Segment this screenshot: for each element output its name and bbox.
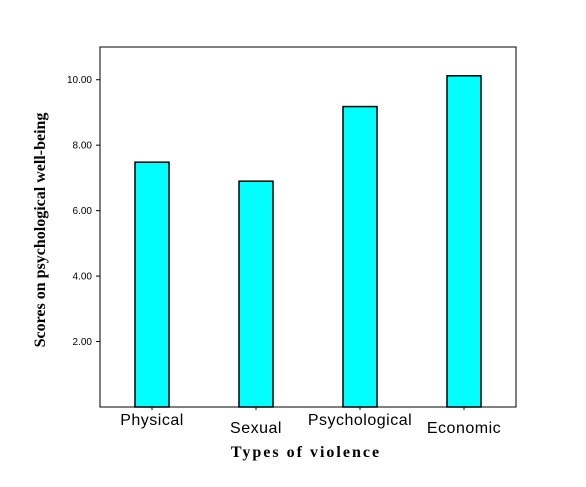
bars-group: [134, 75, 482, 410]
y-tick-label: 10.00: [67, 75, 92, 86]
y-tick-label: 4.00: [73, 272, 93, 283]
x-tick-label: Economic: [427, 420, 501, 437]
y-axis: 2.00 4.00 6.00 8.00 10.00: [67, 75, 100, 348]
plot-area: [99, 46, 517, 408]
x-tick-label: Psychological: [308, 412, 412, 429]
bar-sexual: [238, 180, 274, 408]
bar-psychological: [342, 105, 378, 408]
y-tick-label: 2.00: [73, 337, 93, 348]
x-axis-title: Types of violence: [231, 444, 381, 461]
plot-border: [99, 46, 517, 408]
x-axis: Physical Sexual Psychological Economic: [120, 412, 501, 437]
y-tick-label: 6.00: [73, 206, 93, 217]
y-tick-label: 8.00: [73, 141, 93, 152]
x-tick-label: Physical: [120, 412, 184, 429]
y-axis-title: Scores on psychological well-being: [32, 113, 49, 348]
x-tick-label: Sexual: [230, 420, 282, 437]
bar-physical: [134, 161, 170, 408]
bar-economic: [446, 75, 482, 408]
